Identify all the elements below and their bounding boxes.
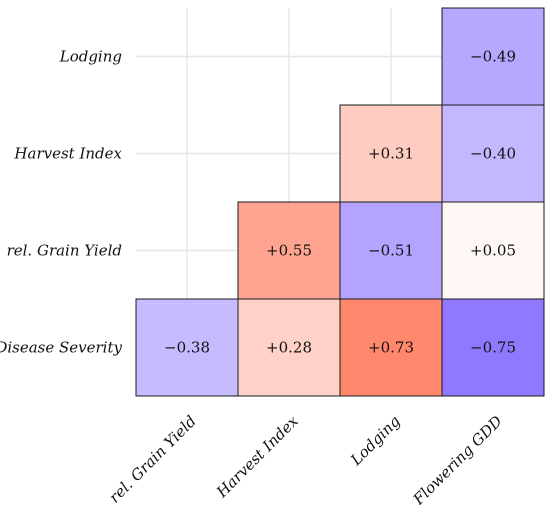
x-tick-label: Lodging bbox=[346, 412, 403, 469]
heatmap-cell: −0.51 bbox=[339, 201, 443, 300]
cell-rect bbox=[135, 298, 239, 397]
x-tick-label: Flowering GDD bbox=[409, 412, 506, 505]
heatmap-cell: +0.31 bbox=[339, 104, 443, 203]
cell-rect bbox=[441, 104, 545, 203]
heatmap-cell: +0.05 bbox=[441, 201, 545, 300]
cell-value-label: +0.31 bbox=[368, 145, 414, 163]
heatmap-cell: −0.40 bbox=[441, 104, 545, 203]
heatmap-cell: −0.38 bbox=[135, 298, 239, 397]
cell-rect bbox=[237, 298, 341, 397]
cell-value-label: −0.49 bbox=[470, 48, 516, 66]
x-tick-label: rel. Grain Yield bbox=[105, 412, 199, 505]
cell-value-label: +0.05 bbox=[470, 242, 516, 260]
heatmap-cell: +0.28 bbox=[237, 298, 341, 397]
cell-rect bbox=[339, 298, 443, 397]
y-tick-label: Harvest Index bbox=[13, 145, 122, 163]
x-axis-tick-labels: rel. Grain Yield Harvest Index Lodging Flow… bbox=[105, 412, 505, 505]
cell-rect bbox=[339, 104, 443, 203]
cell-value-label: −0.38 bbox=[164, 339, 210, 357]
y-tick-label: Lodging bbox=[59, 48, 122, 66]
cell-value-label: −0.40 bbox=[470, 145, 516, 163]
heatmap-cell: +0.73 bbox=[339, 298, 443, 397]
cell-value-label: −0.51 bbox=[368, 242, 414, 260]
cell-rect bbox=[441, 201, 545, 300]
cell-rect bbox=[441, 298, 545, 397]
cell-value-label: +0.28 bbox=[266, 339, 312, 357]
cell-value-label: +0.73 bbox=[368, 339, 414, 357]
cell-value-label: −0.75 bbox=[470, 339, 516, 357]
y-tick-label: rel. Grain Yield bbox=[7, 242, 122, 260]
y-axis-tick-labels: Lodging Harvest Index rel. Grain Yield Dise… bbox=[0, 48, 123, 357]
y-tick-label: Disease Severity bbox=[0, 339, 123, 357]
heatmap-cell: −0.75 bbox=[441, 298, 545, 397]
heatmap-cell: −0.49 bbox=[441, 7, 545, 106]
heatmap-cell: +0.55 bbox=[237, 201, 341, 300]
cell-value-label: +0.55 bbox=[266, 242, 312, 260]
heatmap-cells: −0.49 +0.31 −0.40 +0.55 −0.51 +0.05 −0.38 +0.28… bbox=[135, 7, 545, 397]
x-tick-label: Harvest Index bbox=[212, 412, 302, 502]
cell-rect bbox=[441, 7, 545, 106]
